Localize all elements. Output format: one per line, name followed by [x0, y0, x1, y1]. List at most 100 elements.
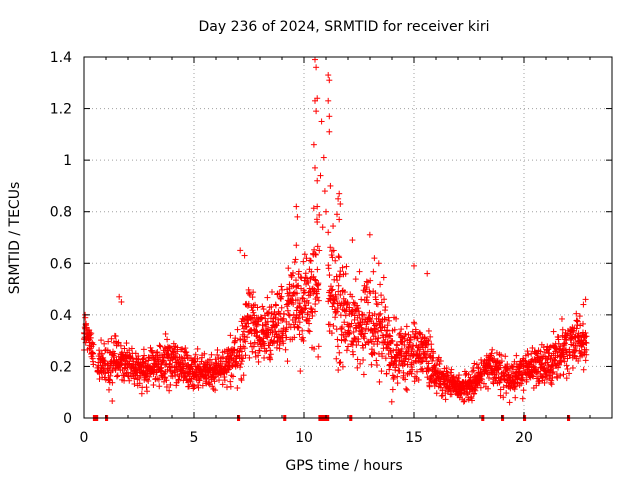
data-point: [155, 376, 162, 383]
data-point: [358, 296, 365, 303]
data-point: [519, 395, 526, 402]
data-point: [374, 301, 381, 308]
data-point: [241, 345, 248, 352]
x-tick-label: 15: [405, 430, 423, 446]
data-point: [414, 368, 421, 375]
data-point: [335, 282, 342, 289]
data-point: [329, 254, 336, 261]
data-point: [251, 339, 258, 346]
data-point: [375, 315, 382, 322]
y-tick-label: 0.6: [50, 256, 72, 272]
data-point: [105, 338, 112, 345]
data-point: [280, 310, 287, 317]
data-point: [284, 303, 291, 310]
data-point: [299, 309, 306, 316]
data-point: [313, 64, 320, 71]
data-point: [330, 247, 337, 254]
data-point: [362, 330, 369, 337]
data-point: [320, 154, 327, 161]
data-point: [339, 288, 346, 295]
data-point: [241, 333, 248, 340]
data-point: [174, 348, 181, 355]
data-point: [378, 327, 385, 334]
data-point: [386, 332, 393, 339]
data-point: [285, 265, 292, 272]
data-point: [115, 339, 122, 346]
data-point: [414, 335, 421, 342]
data-point: [403, 323, 410, 330]
data-point: [433, 390, 440, 397]
data-point: [308, 268, 315, 275]
data-point: [333, 355, 340, 362]
data-point: [293, 242, 300, 249]
data-point: [337, 200, 344, 207]
data-point: [102, 370, 109, 377]
data-point: [250, 309, 257, 316]
data-point: [348, 320, 355, 327]
data-point: [306, 320, 313, 327]
data-point: [299, 295, 306, 302]
data-point: [112, 333, 119, 340]
data-point: [407, 336, 414, 343]
data-point: [312, 251, 319, 258]
data-point: [360, 371, 367, 378]
data-point: [560, 371, 567, 378]
data-point: [242, 324, 249, 331]
data-point: [442, 396, 449, 403]
data-point: [211, 378, 218, 385]
data-point: [555, 364, 562, 371]
data-point: [558, 315, 565, 322]
data-point: [398, 326, 405, 333]
data-point: [315, 297, 322, 304]
data-point: [239, 355, 246, 362]
data-point: [448, 366, 455, 373]
data-point: [573, 325, 580, 332]
data-point: [341, 319, 348, 326]
data-point: [381, 296, 388, 303]
data-point: [371, 350, 378, 357]
data-point: [117, 342, 124, 349]
data-point: [312, 251, 319, 258]
data-point: [113, 373, 120, 380]
data-point: [525, 351, 532, 358]
data-point: [354, 356, 361, 363]
data-point: [257, 314, 264, 321]
data-point: [278, 304, 285, 311]
data-point: [299, 327, 306, 334]
data-point: [336, 254, 343, 261]
data-point: [156, 342, 163, 349]
data-point: [330, 223, 337, 230]
data-point: [403, 385, 410, 392]
data-point: [297, 304, 304, 311]
data-point: [553, 345, 560, 352]
data-point: [397, 330, 404, 337]
data-point: [261, 354, 268, 361]
x-tick-label: 0: [80, 430, 89, 446]
data-point: [296, 303, 303, 310]
data-point: [493, 369, 500, 376]
data-point: [425, 367, 432, 374]
data-point: [205, 380, 212, 387]
data-point: [344, 300, 351, 307]
data-point: [315, 343, 322, 350]
data-point: [294, 296, 301, 303]
data-point: [336, 349, 343, 356]
data-point: [312, 56, 318, 63]
data-point: [438, 392, 445, 399]
data-point: [463, 391, 470, 398]
data-point: [306, 257, 313, 264]
data-point: [247, 340, 254, 347]
data-point: [378, 292, 385, 299]
data-point: [108, 335, 115, 342]
data-point: [143, 372, 150, 379]
data-point: [327, 182, 334, 189]
data-point: [327, 283, 334, 290]
data-point: [394, 380, 401, 387]
data-point: [460, 398, 467, 405]
data-point: [96, 347, 103, 354]
data-point: [363, 278, 370, 285]
data-point: [415, 376, 422, 383]
data-point: [334, 308, 341, 315]
data-point: [315, 286, 322, 293]
data-point: [308, 306, 315, 313]
